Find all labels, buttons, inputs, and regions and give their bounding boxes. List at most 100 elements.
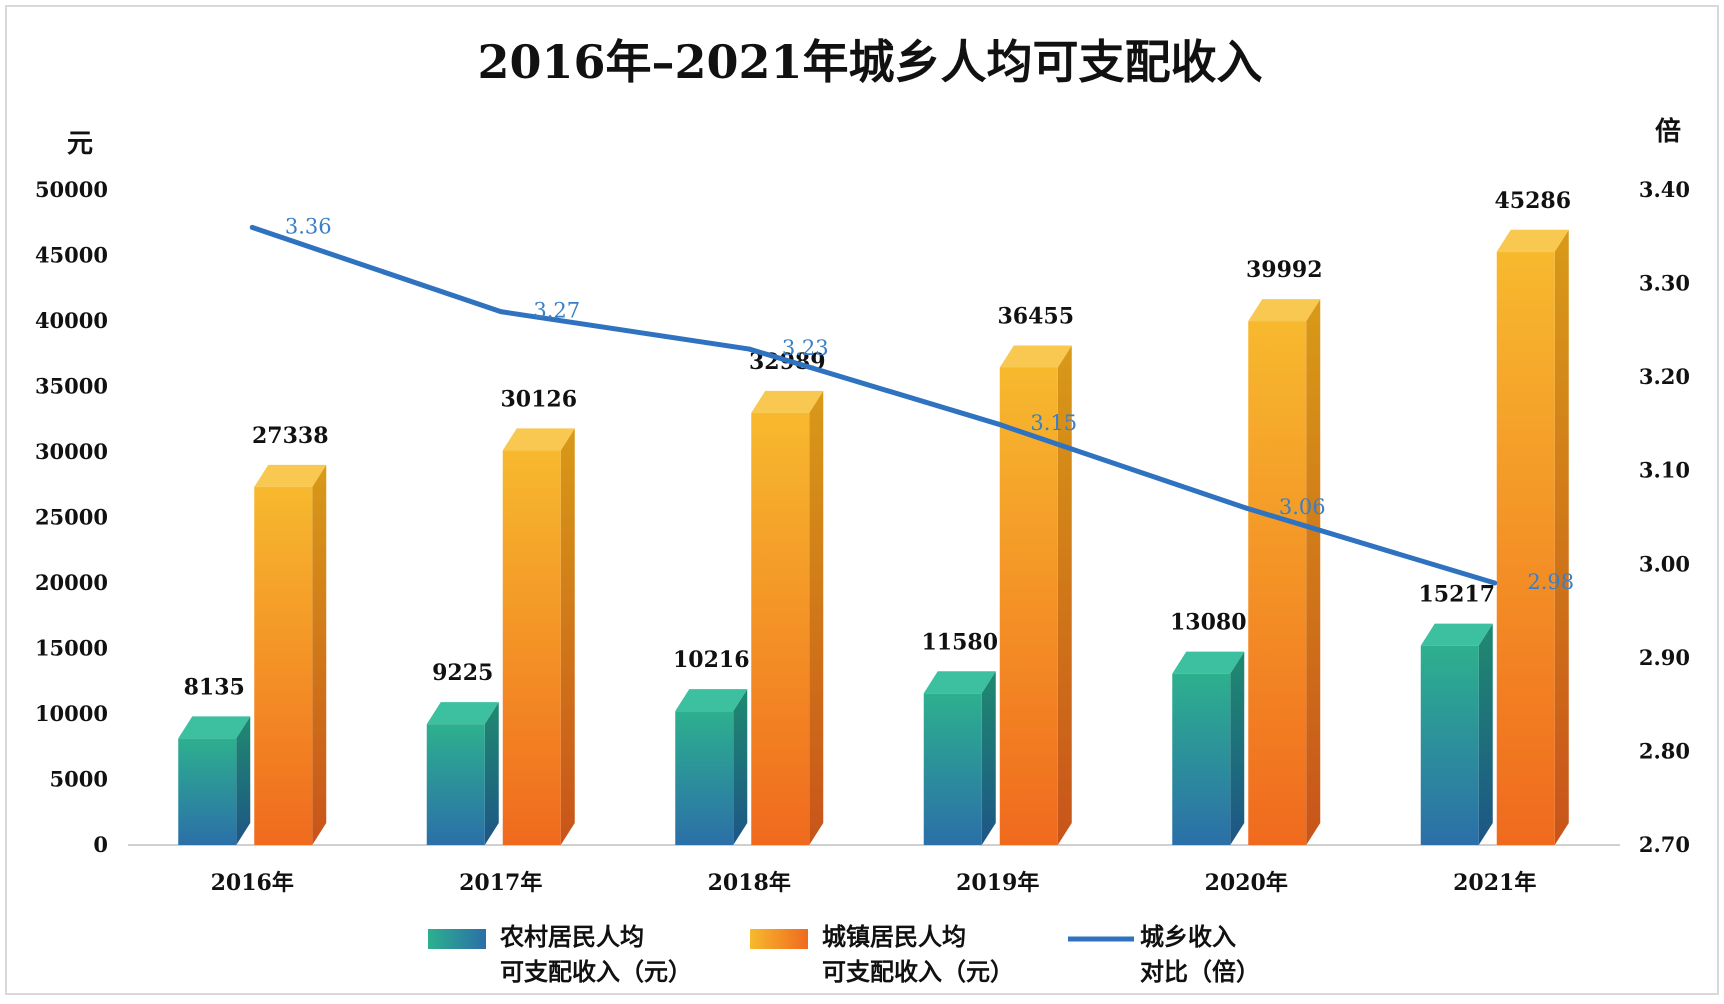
right-axis-ticks: 2.70 2.80 2.90 3.00 3.10 3.20 3.30 3.40 (1639, 177, 1690, 857)
chart-title: 2016年–2021年城乡人均可支配收入 (477, 35, 1262, 89)
bar-side-face (733, 689, 748, 845)
y2-tick-label: 2.90 (1639, 645, 1690, 670)
ratio-point (1243, 505, 1249, 511)
bar-top-face (178, 716, 251, 739)
bar-top-face (923, 671, 996, 694)
bar-side-face (1057, 345, 1072, 845)
bar-top-face (426, 702, 499, 725)
bar-rural (923, 671, 996, 845)
bar-front-face (426, 724, 485, 845)
bar-side-face (484, 702, 499, 845)
bar-top-face (675, 689, 748, 712)
legend-label-ratio-line2: 对比（倍） (1140, 957, 1260, 986)
legend-swatch-rural (428, 929, 486, 949)
legend-label-ratio-line1: 城乡收入 (1140, 922, 1236, 951)
bar-side-face (560, 428, 575, 845)
y-tick-label: 15000 (35, 636, 108, 661)
legend: 农村居民人均 可支配收入（元） 城镇居民人均 可支配收入（元） 城乡收入 对比（… (428, 922, 1260, 986)
category-labels: 2016年 2017年 2018年 2019年 2020年 2021年 (211, 870, 1537, 896)
bar-top-face (1496, 229, 1569, 252)
bar-front-face (1248, 321, 1307, 845)
bar-top-face (1420, 623, 1493, 646)
ratio-value-label: 3.36 (285, 214, 332, 238)
bar-value-label-urban: 36455 (997, 303, 1074, 329)
bar-urban (1496, 229, 1569, 845)
y-tick-label: 0 (93, 832, 108, 857)
bar-top-face (254, 464, 327, 487)
y-tick-label: 35000 (35, 374, 108, 399)
bar-urban (751, 390, 824, 845)
ratio-value-label: 2.98 (1527, 570, 1574, 594)
bar-value-label-rural: 15217 (1418, 582, 1495, 608)
bar-rural (1420, 623, 1493, 845)
category-label: 2018年 (708, 870, 791, 896)
y-tick-label: 10000 (35, 701, 108, 726)
bar-front-face (178, 738, 237, 845)
y2-tick-label: 3.20 (1639, 364, 1690, 389)
bar-value-label-rural: 9225 (432, 660, 493, 686)
bar-value-label-urban: 27338 (252, 423, 329, 449)
legend-label-rural-line2: 可支配收入（元） (500, 957, 692, 986)
ratio-line-series: 3.36 3.27 3.23 3.15 3.06 2.98 (249, 214, 1574, 594)
bar-urban (1248, 299, 1321, 845)
y-tick-label: 5000 (50, 767, 108, 792)
legend-item-urban: 城镇居民人均 可支配收入（元） (750, 922, 1014, 986)
bar-front-face (675, 711, 734, 845)
bar-front-face (1496, 251, 1555, 845)
bar-side-face (1554, 229, 1569, 845)
y2-tick-label: 3.40 (1639, 177, 1690, 202)
legend-swatch-urban (750, 929, 808, 949)
y-tick-label: 50000 (35, 177, 108, 202)
y-tick-label: 40000 (35, 308, 108, 333)
bar-rural (675, 689, 748, 845)
bar-side-face (312, 464, 327, 845)
bar-urban (502, 428, 575, 845)
y-tick-label: 25000 (35, 505, 108, 530)
bar-front-face (1172, 673, 1231, 845)
ratio-line (251, 225, 1496, 586)
ratio-point (746, 346, 752, 352)
ratio-point (1492, 580, 1498, 586)
category-label: 2016年 (211, 870, 294, 896)
category-label: 2021年 (1453, 870, 1536, 896)
bar-top-face (999, 345, 1072, 368)
right-axis-unit: 倍 (1655, 116, 1681, 147)
legend-label-urban-line2: 可支配收入（元） (822, 957, 1014, 986)
bar-front-face (502, 450, 561, 845)
legend-item-ratio: 城乡收入 对比（倍） (1068, 922, 1260, 986)
bar-side-face (809, 390, 824, 845)
bar-top-face (1172, 651, 1245, 674)
y2-tick-label: 3.10 (1639, 458, 1690, 483)
bar-urban (254, 464, 327, 845)
bar-rural (426, 702, 499, 845)
bar-value-label-rural: 10216 (673, 647, 750, 673)
bar-side-face (981, 671, 996, 845)
bar-urban (999, 345, 1072, 845)
bar-side-face (1230, 651, 1245, 845)
bar-front-face (1420, 645, 1479, 845)
bar-side-face (236, 716, 251, 845)
bar-top-face (751, 390, 824, 413)
ratio-point (995, 421, 1001, 427)
ratio-value-label: 3.15 (1030, 411, 1077, 435)
y2-tick-label: 3.00 (1639, 551, 1690, 576)
y2-tick-label: 2.70 (1639, 832, 1690, 857)
bar-top-face (1248, 299, 1321, 322)
bar-value-label-urban: 39992 (1246, 257, 1323, 283)
bar-value-label-rural: 13080 (1170, 610, 1247, 636)
y-tick-label: 20000 (35, 570, 108, 595)
category-label: 2019年 (956, 870, 1039, 896)
bar-value-label-rural: 11580 (921, 629, 998, 655)
legend-label-rural-line1: 农村居民人均 (499, 922, 644, 951)
y2-tick-label: 2.80 (1639, 738, 1690, 763)
bar-rural (1172, 651, 1245, 845)
category-label: 2020年 (1205, 870, 1288, 896)
y2-tick-label: 3.30 (1639, 271, 1690, 296)
ratio-value-label: 3.23 (782, 336, 829, 360)
bar-value-label-urban: 30126 (500, 386, 577, 412)
ratio-value-label: 3.06 (1279, 495, 1326, 519)
bar-series (178, 229, 1569, 845)
